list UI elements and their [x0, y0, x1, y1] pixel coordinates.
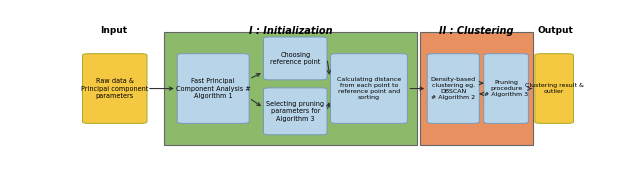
Bar — [420, 32, 533, 145]
Text: Calculating distance
from each point to
reference point and
sorting: Calculating distance from each point to … — [337, 77, 401, 100]
Text: Clustering result &
outlier: Clustering result & outlier — [525, 83, 584, 94]
Text: Selecting pruning
parameters for
Algorithm 3: Selecting pruning parameters for Algorit… — [266, 101, 324, 122]
Text: Raw data &
Principal component
parameters: Raw data & Principal component parameter… — [81, 78, 148, 99]
Text: Fast Principal
Component Analysis #
Algorithm 1: Fast Principal Component Analysis # Algo… — [176, 78, 250, 99]
FancyBboxPatch shape — [535, 54, 573, 123]
Text: I : Initialization: I : Initialization — [249, 26, 333, 36]
FancyBboxPatch shape — [264, 37, 327, 80]
Text: Output: Output — [537, 26, 573, 35]
FancyBboxPatch shape — [83, 54, 147, 123]
Text: Pruning
procedure
# Algorithm 3: Pruning procedure # Algorithm 3 — [484, 80, 528, 97]
FancyBboxPatch shape — [484, 54, 529, 123]
Text: Density-based
clustering eg.
DBSCAN
# Algorithm 2: Density-based clustering eg. DBSCAN # Al… — [431, 77, 476, 100]
FancyBboxPatch shape — [177, 54, 249, 123]
Text: II : Clustering: II : Clustering — [439, 26, 513, 36]
Text: Choosing
reference point: Choosing reference point — [270, 52, 321, 65]
FancyBboxPatch shape — [264, 88, 327, 135]
FancyBboxPatch shape — [428, 54, 479, 123]
Text: Input: Input — [100, 26, 127, 35]
FancyBboxPatch shape — [330, 54, 408, 123]
Bar — [164, 32, 417, 145]
